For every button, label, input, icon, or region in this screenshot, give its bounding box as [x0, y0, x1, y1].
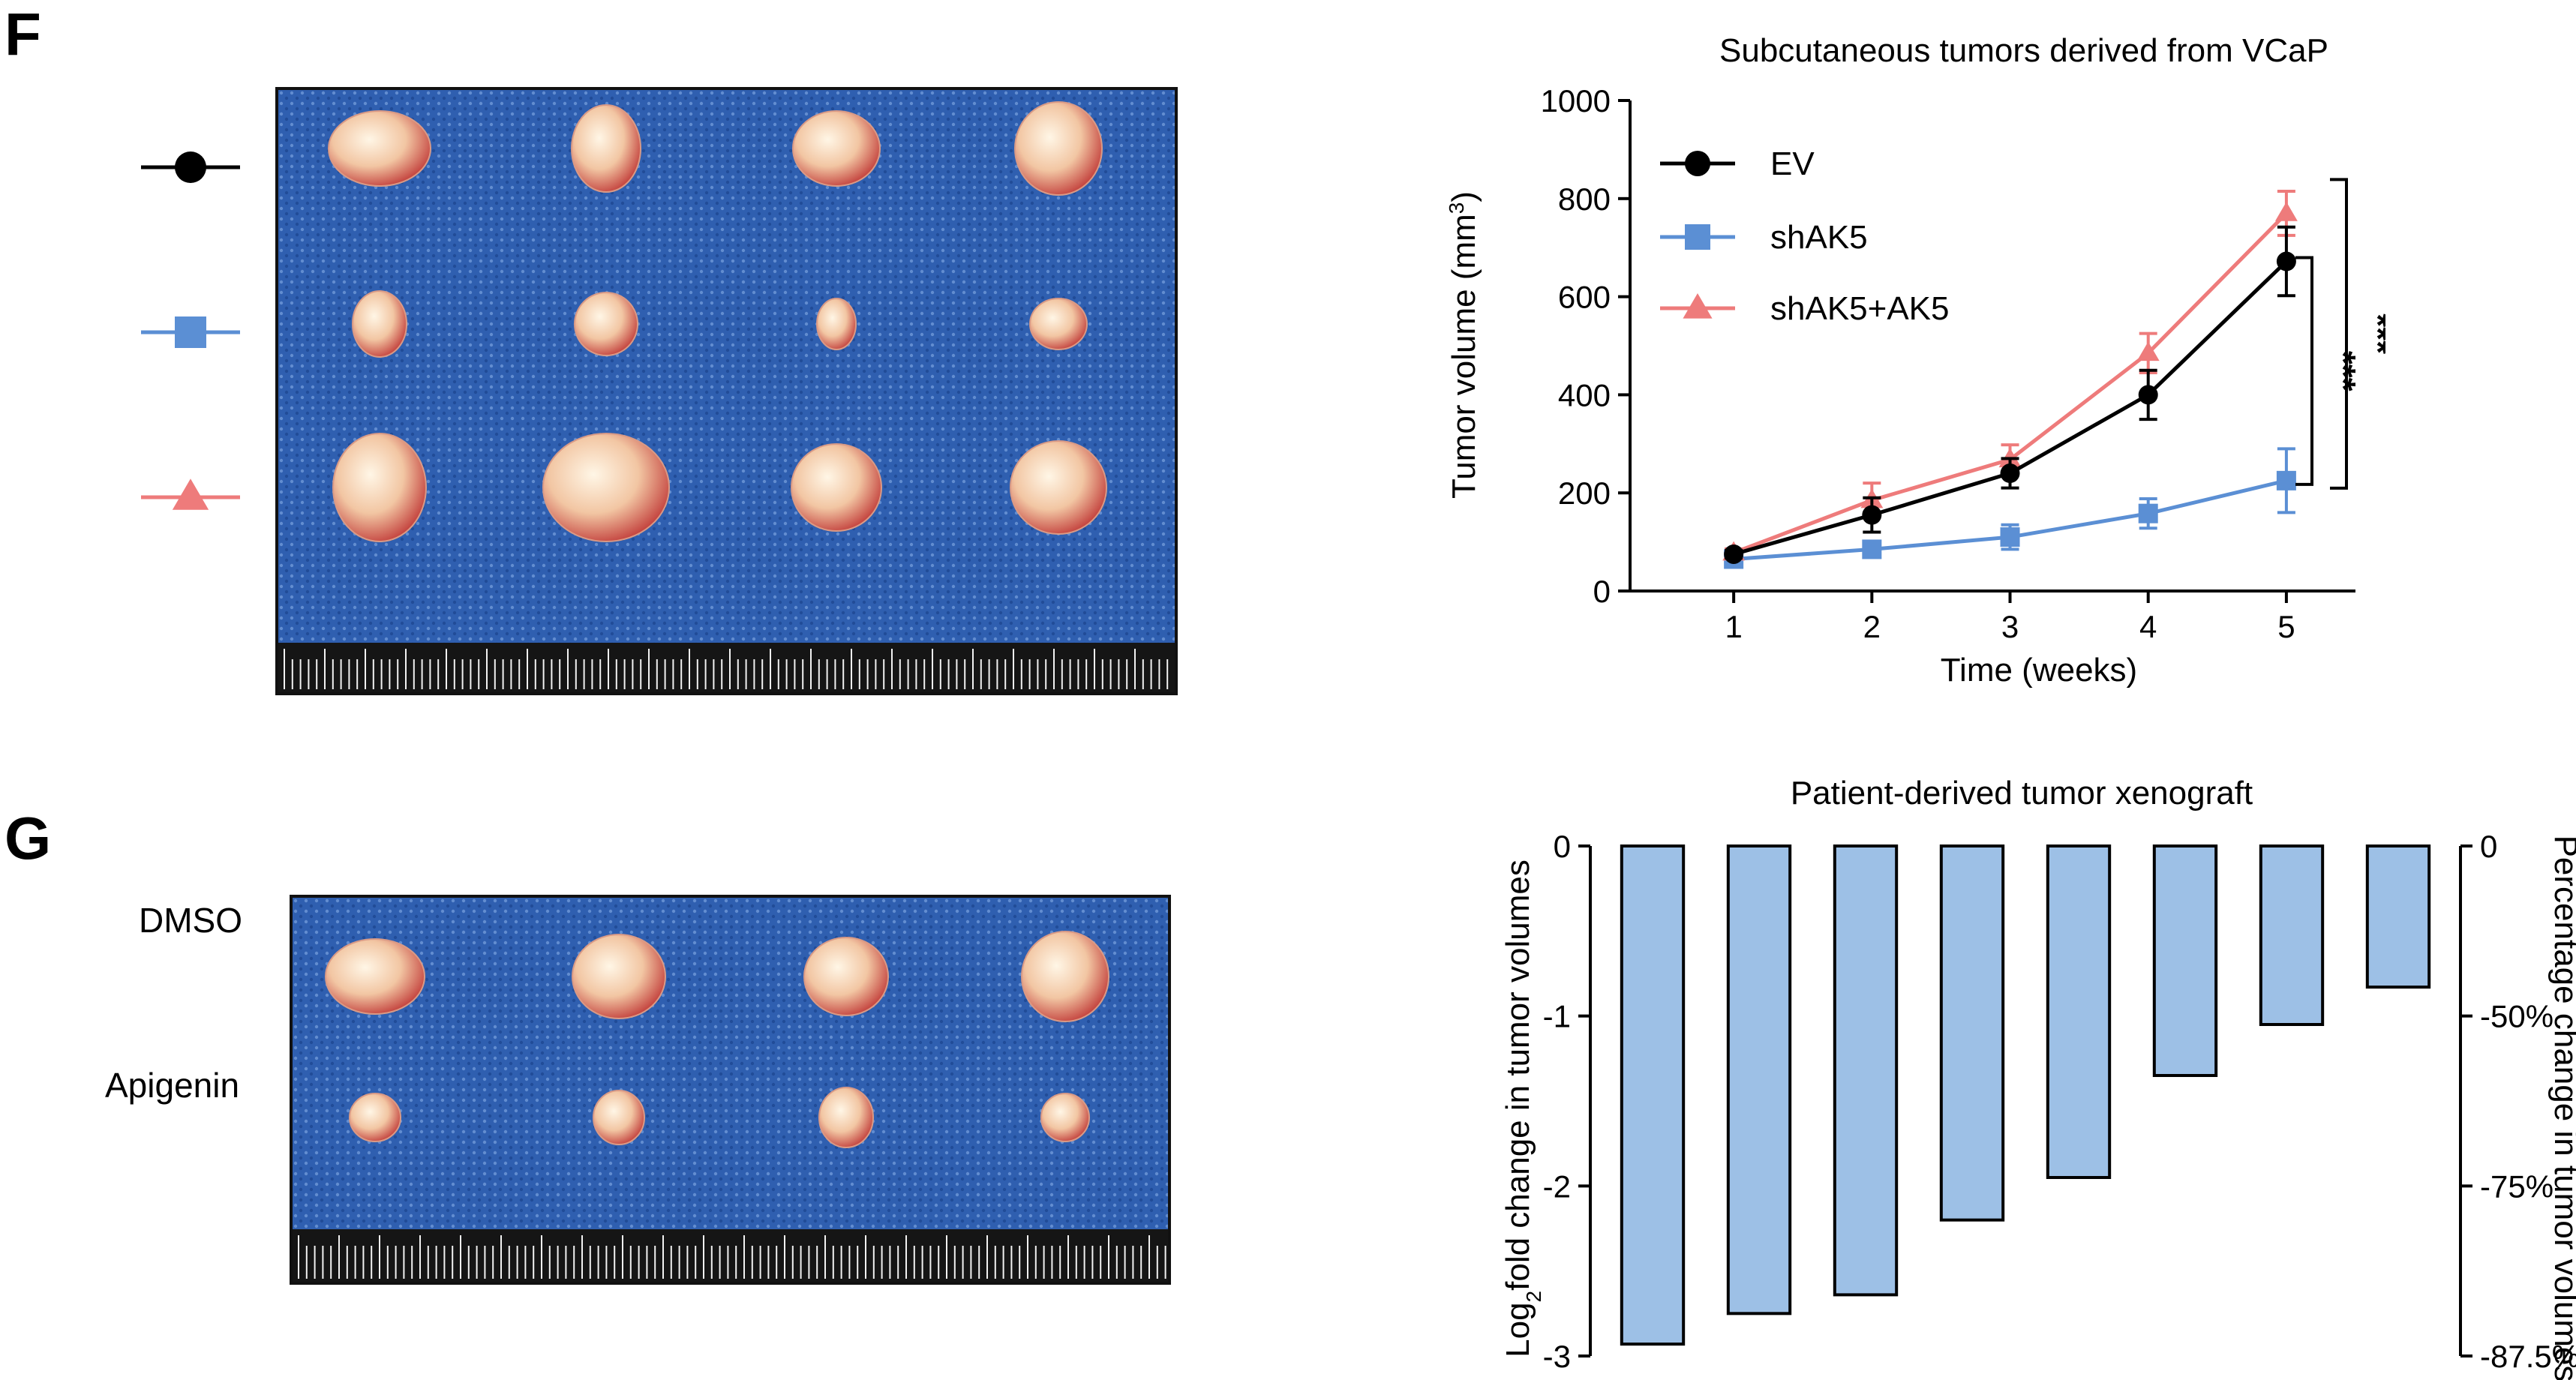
bar-8 — [2365, 844, 2431, 989]
y-tick-label: 0 — [1593, 574, 1611, 609]
tumor — [349, 1093, 401, 1142]
y-axis-label-sub: 2 — [1522, 1291, 1545, 1303]
data-point-shAK5 — [1862, 539, 1882, 560]
square-marker-icon — [175, 316, 206, 348]
bar-5 — [2046, 844, 2112, 1179]
ruler — [293, 1229, 1168, 1282]
tumor — [1010, 440, 1107, 535]
row-label-apigenin: Apigenin — [105, 1066, 240, 1105]
panel-letter-g: G — [5, 805, 52, 872]
x-tick-label: 5 — [2277, 609, 2295, 644]
bar-3 — [1833, 844, 1899, 1297]
y-axis-label: Tumor volume (mm3) — [1445, 191, 1483, 499]
tumor — [542, 433, 670, 542]
y-tick-label: 200 — [1558, 476, 1611, 511]
y2-axis-label: Percentage change in tumor volumes — [2547, 836, 2576, 1380]
tumor — [593, 1090, 645, 1145]
pdx-waterfall-bar-chart: Patient-derived tumor xenograft Log2fold… — [1500, 775, 2576, 1380]
panel-letter-f: F — [5, 1, 41, 68]
data-point-EV — [2276, 251, 2296, 272]
y-tick-label: 600 — [1558, 280, 1611, 315]
tumor — [328, 110, 431, 187]
bar-6 — [2152, 844, 2218, 1077]
data-point-shAK5 — [2138, 503, 2158, 524]
data-point-EV — [1862, 505, 1882, 525]
tumor — [571, 104, 641, 193]
tumor — [818, 1087, 874, 1148]
bar-7 — [2259, 844, 2325, 1026]
tumor — [1021, 931, 1109, 1022]
tumor — [572, 934, 666, 1019]
significance-stars: *** — [2324, 351, 2363, 392]
bar-2 — [1726, 844, 1792, 1316]
y-tick-label: -1 — [1543, 999, 1571, 1034]
legend-label: shAK5+AK5 — [1770, 290, 1950, 327]
chart-title: Patient-derived tumor xenograft — [1791, 775, 2253, 812]
photo-row-legend — [141, 152, 240, 510]
tumor — [332, 433, 427, 542]
tumor — [791, 443, 882, 532]
surgical-drape — [293, 898, 1168, 1229]
tumor — [574, 292, 638, 356]
tumor — [803, 937, 889, 1016]
tumor — [352, 290, 407, 358]
triangle-marker-icon — [172, 478, 209, 510]
x-axis-label: Time (weeks) — [1941, 652, 2137, 688]
bar-1 — [1620, 844, 1686, 1346]
chart-title: Subcutaneous tumors derived from VCaP — [1719, 32, 2328, 69]
tumor — [792, 110, 881, 187]
data-point-shAK5+AK5 — [2136, 341, 2160, 362]
y-axis-label-close: ) — [1446, 191, 1482, 202]
x-tick-label: 3 — [2001, 609, 2019, 644]
tumor — [816, 298, 857, 350]
y2-tick-label: 0 — [2480, 829, 2497, 864]
data-point-EV — [2000, 464, 2020, 484]
y-tick-label: -3 — [1543, 1339, 1571, 1374]
row-label-dmso: DMSO — [139, 901, 242, 940]
x-tick-label: 4 — [2139, 609, 2157, 644]
y-tick-label: 0 — [1554, 829, 1571, 864]
data-point-shAK5 — [2276, 470, 2296, 490]
tumor — [1014, 101, 1103, 196]
bar-4 — [1939, 844, 2005, 1222]
significance-bracket — [2330, 178, 2348, 490]
x-tick-label: 1 — [1725, 609, 1742, 644]
y-axis-label-main: Tumor volume (mm — [1446, 214, 1482, 499]
y-tick-label: 1000 — [1541, 83, 1611, 118]
data-point-EV — [2138, 385, 2158, 405]
y2-tick-label: -75% — [2480, 1168, 2553, 1204]
tumor-photo-apigenin — [290, 895, 1171, 1285]
legend-label: EV — [1770, 146, 1815, 182]
tumor — [325, 938, 425, 1015]
tumor-photo-vcap — [275, 87, 1178, 695]
circle-marker-icon — [175, 152, 206, 183]
y2-tick-label: -87.5% — [2480, 1339, 2576, 1374]
y-axis-label-prefix: Log — [1500, 1302, 1536, 1357]
surgical-drape — [278, 90, 1175, 643]
data-point-shAK5+AK5 — [2274, 202, 2298, 221]
y-axis-label-sup: 3 — [1445, 202, 1468, 214]
y2-tick-label: -50% — [2480, 999, 2553, 1034]
y-axis-label-rest: fold change in tumor volumes — [1500, 860, 1536, 1291]
legend-marker-shAK5+AK5 — [1683, 292, 1713, 319]
significance-bracket — [2295, 256, 2313, 486]
y-tick-label: -2 — [1543, 1168, 1571, 1204]
legend-marker-EV — [1685, 151, 1710, 176]
y-axis-label: Log2fold change in tumor volumes — [1500, 860, 1545, 1358]
tumor-volume-line-chart: Subcutaneous tumors derived from VCaP Ti… — [1445, 32, 2386, 688]
tumor — [1040, 1093, 1090, 1142]
legend-marker-shAK5 — [1685, 224, 1710, 250]
y-tick-label: 800 — [1558, 182, 1611, 217]
data-point-shAK5 — [2000, 527, 2020, 548]
tumor — [1029, 298, 1088, 350]
legend-label: shAK5 — [1770, 219, 1868, 256]
ruler — [278, 643, 1175, 692]
x-tick-label: 2 — [1863, 609, 1881, 644]
significance-stars: *** — [2358, 314, 2385, 354]
y-tick-label: 400 — [1558, 377, 1611, 412]
data-point-EV — [1724, 544, 1744, 564]
